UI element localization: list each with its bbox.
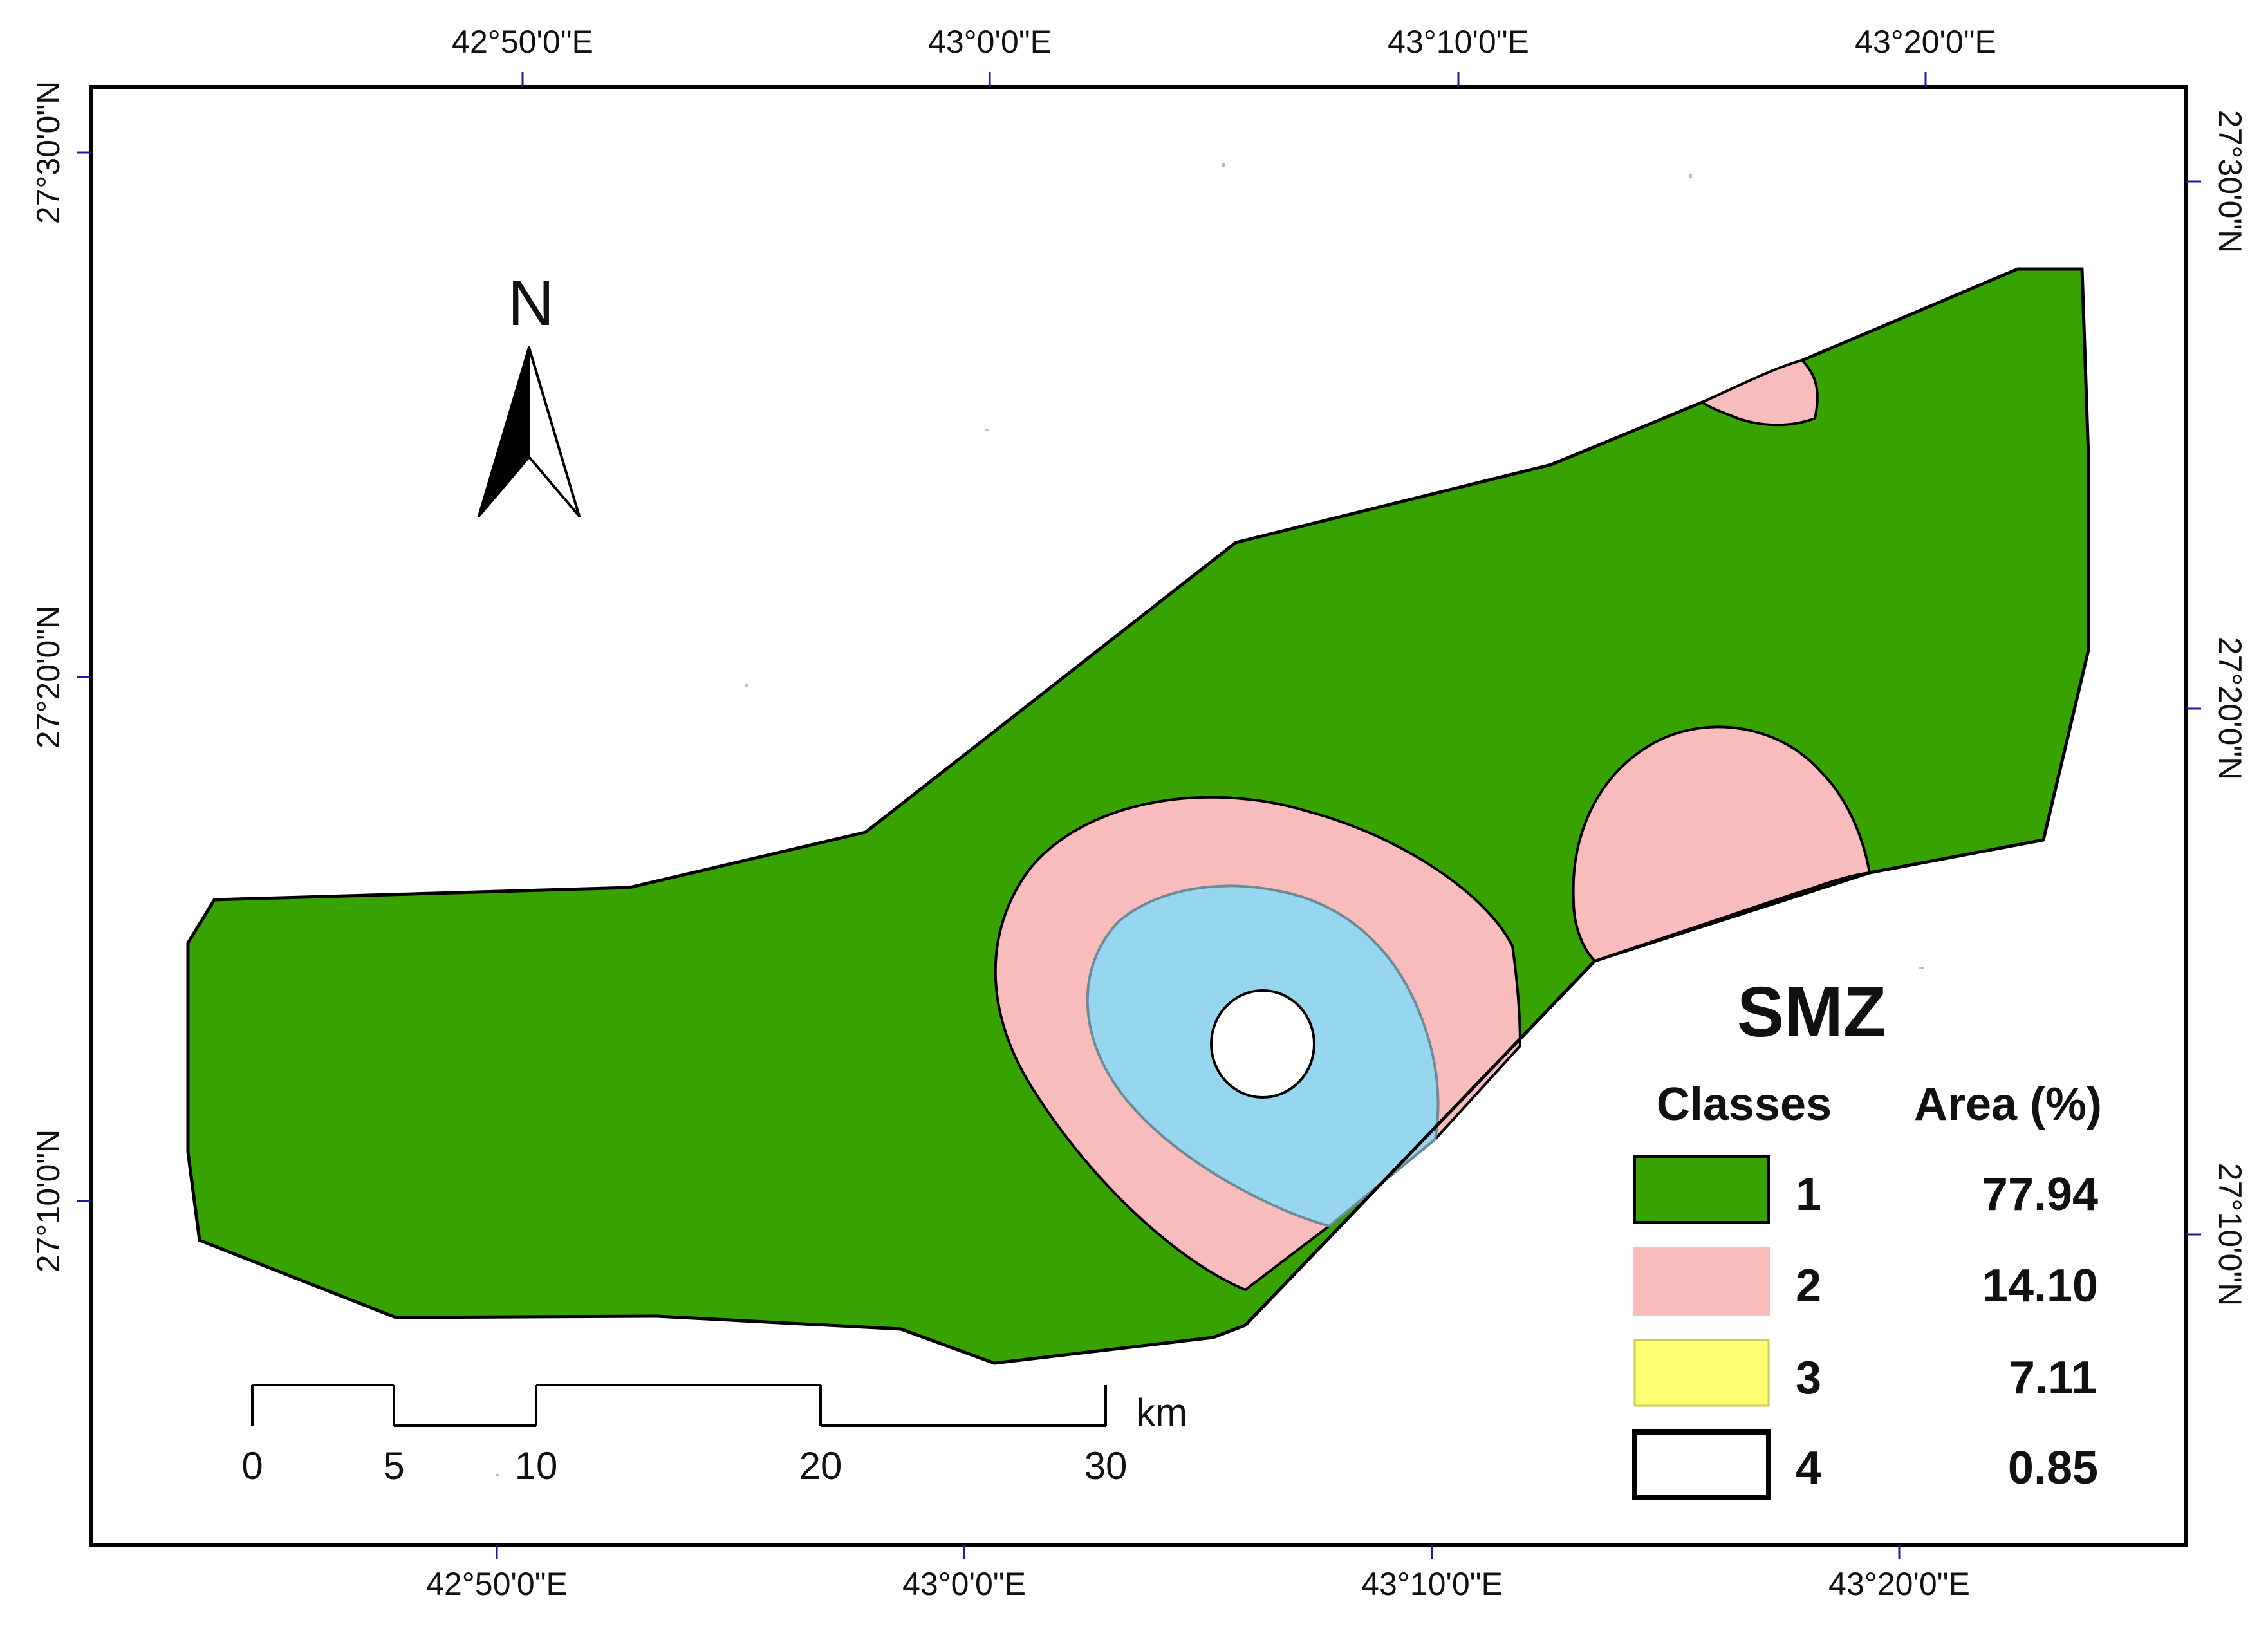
legend-area-header: Area (%): [1914, 1079, 2102, 1130]
right-ticks: [2186, 180, 2201, 1236]
zone-class-4: [1210, 989, 1315, 1099]
north-arrow: N: [478, 267, 581, 517]
legend-class-label: 3: [1796, 1352, 1821, 1404]
zone-boundary-south: [1244, 960, 1596, 1326]
scale-tick-label: 10: [515, 1444, 558, 1487]
legend-class-label: 1: [1796, 1169, 1821, 1220]
legend-area-value: 0.85: [2008, 1442, 2098, 1494]
right-lat-label: 27°10'0"N: [2212, 1163, 2248, 1306]
bottom-lon-label: 43°20'0"E: [1828, 1566, 1970, 1602]
bottom-lon-label: 43°10'0"E: [1361, 1566, 1503, 1602]
legend-classes-header: Classes: [1657, 1079, 1832, 1130]
scale-bar: [251, 1384, 1107, 1427]
legend-swatch-4: [1632, 1429, 1771, 1500]
left-lat-label: 27°10'0"N: [30, 1130, 66, 1272]
legend-class-label: 4: [1796, 1442, 1821, 1494]
top-lon-label: 43°20'0"E: [1855, 24, 1996, 60]
zone-class-2-east: [1572, 725, 1871, 962]
legend-swatch-1: [1633, 1155, 1770, 1224]
map-speckles: [496, 163, 1924, 1476]
right-lat-label: 27°30'0"N: [2212, 110, 2248, 253]
legend-swatch-2: [1633, 1247, 1770, 1316]
legend: SMZ Classes Area (%) 1 77.94 2 14.10 3 7…: [1632, 973, 2102, 1500]
scale-tick-label: 5: [383, 1444, 404, 1487]
left-lat-label: 27°30'0"N: [30, 81, 66, 224]
legend-title: SMZ: [1737, 973, 1886, 1052]
scale-tick-label: 20: [799, 1444, 842, 1487]
left-lat-label: 27°20'0"N: [30, 606, 66, 749]
scale-unit: km: [1136, 1391, 1187, 1434]
top-lon-label: 42°50'0"E: [452, 24, 593, 60]
legend-area-value: 7.11: [2009, 1352, 2097, 1404]
zone-class-2-north: [1701, 359, 1819, 427]
bottom-lon-label: 42°50'0"E: [426, 1566, 568, 1602]
top-lon-label: 43°10'0"E: [1388, 24, 1529, 60]
north-arrow-icon: [478, 346, 581, 517]
legend-area-value: 77.94: [1982, 1169, 2098, 1220]
legend-class-label: 2: [1796, 1260, 1821, 1312]
scale-tick-label: 30: [1084, 1444, 1128, 1487]
top-ticks: [521, 72, 1927, 87]
bottom-ticks: [496, 1545, 1901, 1559]
bottom-lon-label: 43°0'0"E: [902, 1566, 1026, 1602]
top-lon-label: 43°0'0"E: [928, 24, 1052, 60]
legend-swatch-3: [1633, 1339, 1770, 1407]
left-ticks: [77, 151, 91, 1202]
legend-area-value: 14.10: [1982, 1260, 2098, 1312]
right-lat-label: 27°20'0"N: [2212, 637, 2248, 780]
north-label: N: [508, 267, 554, 339]
scale-tick-label: 0: [241, 1444, 263, 1487]
